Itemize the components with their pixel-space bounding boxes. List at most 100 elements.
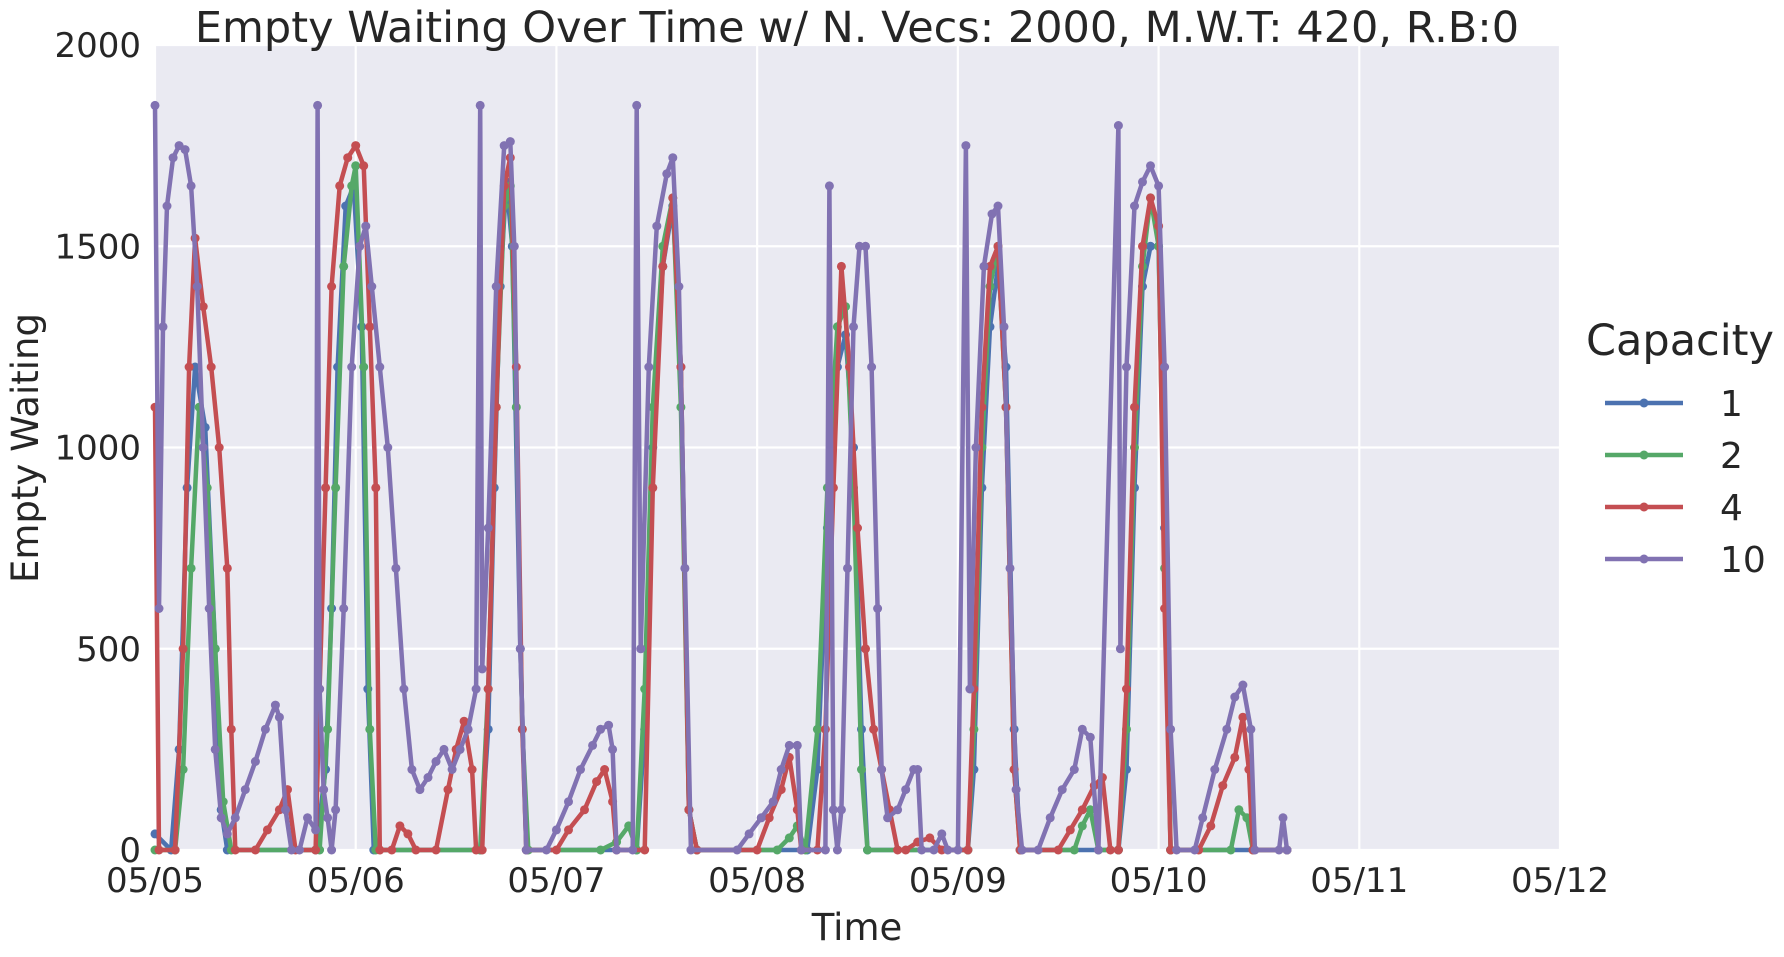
data-point [541, 845, 551, 855]
data-point [1206, 821, 1216, 831]
tick-labels: 05/05 05/06 05/07 05/08 05/09 05/10 05/11 05/12… [54, 26, 1609, 901]
x-tick-label: 05/08 [708, 861, 806, 901]
data-point [943, 845, 953, 855]
data-point [863, 845, 872, 855]
data-point [331, 483, 341, 493]
y-axis-label: Empty Waiting [4, 313, 47, 583]
y-tick-label: 2000 [54, 26, 141, 66]
x-tick-label: 05/09 [909, 861, 1007, 901]
data-point [315, 684, 325, 694]
data-point [732, 845, 742, 855]
data-point [961, 141, 971, 151]
data-point [250, 845, 260, 855]
data-point [937, 829, 947, 839]
data-point [1122, 362, 1131, 372]
data-point [917, 845, 927, 855]
data-point [395, 821, 405, 831]
data-point [1138, 241, 1147, 251]
data-point [505, 137, 515, 147]
data-point [198, 443, 208, 452]
data-point [953, 845, 963, 855]
data-point [873, 604, 883, 613]
data-point [644, 362, 654, 372]
data-point [668, 153, 678, 163]
data-point [1122, 684, 1131, 694]
y-tick-label: 1500 [54, 227, 141, 267]
data-point [1154, 181, 1164, 191]
data-point [764, 813, 774, 823]
data-point [1085, 805, 1095, 815]
data-point [877, 765, 887, 774]
data-point [383, 443, 393, 452]
data-point [867, 362, 877, 372]
data-point [1230, 692, 1240, 702]
x-tick-label: 05/05 [106, 861, 204, 901]
data-point [632, 100, 642, 110]
data-point [399, 684, 409, 694]
data-point [250, 757, 260, 766]
data-point [792, 740, 802, 750]
data-point [198, 302, 208, 312]
data-point [313, 100, 323, 110]
data-point [861, 241, 870, 251]
data-point [1033, 845, 1043, 855]
data-point [853, 523, 862, 533]
legend-items: 1 2 4 10 [1605, 384, 1766, 581]
data-point [564, 797, 573, 807]
data-point [1274, 845, 1284, 855]
legend-label: 4 [1720, 488, 1743, 529]
data-point [477, 664, 487, 674]
data-point [652, 221, 662, 231]
data-point [756, 813, 766, 823]
data-point [1238, 680, 1248, 690]
data-point [226, 724, 236, 734]
data-point [551, 845, 561, 855]
data-point [331, 805, 341, 815]
data-point [1069, 765, 1079, 774]
data-point [339, 261, 349, 271]
data-point [929, 845, 939, 855]
data-point [295, 845, 304, 855]
data-point [1246, 724, 1256, 734]
data-point [375, 845, 385, 855]
data-point [150, 100, 160, 110]
data-point [1077, 805, 1087, 815]
data-point [361, 221, 371, 231]
data-point [471, 684, 481, 694]
data-point [260, 724, 270, 734]
data-point [1130, 201, 1139, 211]
data-point [828, 805, 838, 815]
data-point [415, 785, 425, 795]
data-point [836, 805, 846, 815]
legend-title: Capacity [1586, 316, 1774, 366]
data-point [596, 724, 606, 734]
data-point [1160, 362, 1170, 372]
legend-item-10: 10 [1605, 540, 1766, 581]
data-point [768, 797, 778, 807]
data-point [210, 744, 220, 754]
data-point [343, 153, 353, 163]
data-point [270, 700, 280, 710]
data-point [154, 845, 164, 855]
y-tick-label: 500 [76, 630, 141, 670]
data-point [178, 765, 188, 774]
legend-label: 10 [1720, 540, 1766, 581]
data-point [604, 720, 614, 730]
data-point [608, 744, 618, 754]
data-point [836, 261, 846, 271]
data-point [1113, 121, 1123, 130]
legend-swatch-marker [1639, 398, 1649, 408]
data-point [403, 829, 413, 839]
data-point [925, 833, 935, 843]
data-point [551, 825, 561, 835]
data-point [1105, 845, 1115, 855]
data-point [483, 523, 493, 533]
data-point [287, 845, 296, 855]
data-point [1113, 845, 1123, 855]
y-tick-label: 0 [119, 831, 141, 871]
data-point [1226, 845, 1236, 855]
data-point [901, 785, 911, 795]
data-point [600, 765, 610, 774]
data-point [648, 483, 658, 493]
data-point [784, 833, 794, 843]
